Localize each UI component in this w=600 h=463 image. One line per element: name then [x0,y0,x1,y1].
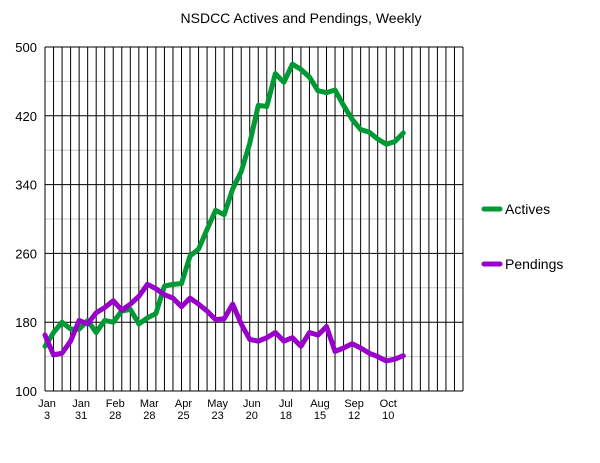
x-tick-month: May [207,398,228,410]
y-tick-label: 500 [15,40,37,55]
y-tick-label: 420 [15,109,37,124]
x-tick-day: 25 [177,410,189,422]
x-tick-day: 10 [382,410,394,422]
x-axis-ticks: Jan3Jan31Feb28Mar28Apr25May23Jun20Jul18A… [38,398,397,422]
x-tick-month: Sep [344,398,364,410]
x-tick-day: 18 [280,410,292,422]
x-tick-day: 15 [314,410,326,422]
x-tick-day: 20 [246,410,258,422]
x-tick-month: Jun [243,398,261,410]
x-tick-day: 28 [143,410,155,422]
legend-label-actives: Actives [505,201,550,217]
y-axis-ticks: 100 180 260 340 420 500 [15,40,37,399]
x-tick-month: Feb [106,398,125,410]
x-tick-month: Jul [279,398,293,410]
series-line-actives [42,61,406,349]
chart-title: NSDCC Actives and Pendings, Weekly [181,10,422,26]
y-tick-label: 180 [15,315,37,330]
legend-label-pendings: Pendings [505,256,563,272]
legend: Actives Pendings [481,201,563,272]
x-tick-month: Oct [380,398,397,410]
x-tick-day: 28 [109,410,121,422]
y-tick-label: 340 [15,178,37,193]
x-tick-day: 12 [348,410,360,422]
series-line-pendings [42,281,406,364]
x-tick-month: Aug [310,398,330,410]
x-tick-month: Apr [175,398,192,410]
x-tick-day: 3 [44,410,50,422]
y-tick-label: 260 [15,246,37,261]
series-layer [42,61,406,364]
x-tick-day: 31 [75,410,87,422]
x-tick-month: Jan [38,398,56,410]
x-tick-month: Jan [72,398,90,410]
y-tick-label: 100 [15,384,37,399]
x-tick-month: Mar [140,398,159,410]
x-tick-day: 23 [211,410,223,422]
